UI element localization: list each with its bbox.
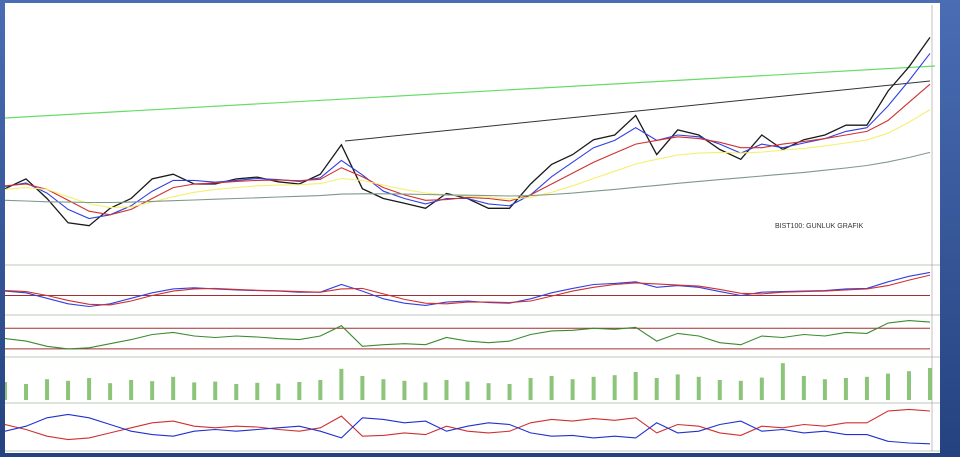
indicator-line <box>5 274 931 306</box>
volume-bar <box>213 381 218 400</box>
volume-bar <box>276 383 281 400</box>
volume-bar <box>591 376 596 400</box>
volume-bar <box>864 376 869 400</box>
indicator-line <box>5 151 931 204</box>
volume-bar <box>738 380 743 400</box>
volume-bar <box>318 380 323 400</box>
indicator-line <box>5 53 931 220</box>
volume-bar <box>822 379 827 400</box>
volume-bar <box>675 374 680 400</box>
volume-bar <box>759 377 764 400</box>
volume-bar <box>507 384 512 400</box>
volume-bar <box>108 383 113 400</box>
indicator-line <box>5 109 931 209</box>
volume-bar <box>234 384 239 400</box>
volume-bar <box>780 363 785 400</box>
trend-line <box>5 65 936 119</box>
indicator-line <box>5 271 931 308</box>
volume-bar <box>381 379 386 400</box>
volume-bar <box>87 378 92 400</box>
volume-bar <box>696 376 701 400</box>
volume-bar <box>528 378 533 400</box>
volume-bar <box>906 371 911 400</box>
volume-bar <box>66 380 71 400</box>
volume-bar <box>297 382 302 400</box>
volume-bar <box>339 368 344 400</box>
volume-bar <box>360 376 365 400</box>
volume-bar <box>928 368 932 400</box>
volume-bar <box>486 383 491 400</box>
trend-line <box>344 80 931 142</box>
volume-bar <box>192 382 197 400</box>
indicator-line <box>5 413 931 445</box>
volume-bar <box>423 382 428 400</box>
volume-bar <box>801 376 806 400</box>
volume-bar <box>885 373 890 400</box>
chart: BIST100: GUNLUK GRAFIK <box>5 3 940 453</box>
volume-bar <box>150 381 155 400</box>
volume-bar <box>465 381 470 400</box>
volume-bar <box>717 380 722 400</box>
volume-bar <box>5 382 7 400</box>
volume-bar <box>843 378 848 400</box>
volume-bar <box>633 372 638 400</box>
volume-bar <box>444 380 449 400</box>
volume-bar <box>45 379 50 400</box>
volume-bar <box>24 384 29 400</box>
volume-bar <box>654 378 659 400</box>
volume-bar <box>549 376 554 400</box>
volume-bar <box>402 380 407 400</box>
volume-bar <box>570 379 575 400</box>
indicator-line <box>5 83 931 216</box>
volume-bar <box>129 380 134 400</box>
chart-annotation: BIST100: GUNLUK GRAFIK <box>775 223 864 230</box>
volume-bar <box>612 375 617 400</box>
indicator-line <box>5 408 931 441</box>
volume-bar <box>171 376 176 400</box>
indicator-line <box>5 320 931 350</box>
volume-bar <box>255 382 260 400</box>
